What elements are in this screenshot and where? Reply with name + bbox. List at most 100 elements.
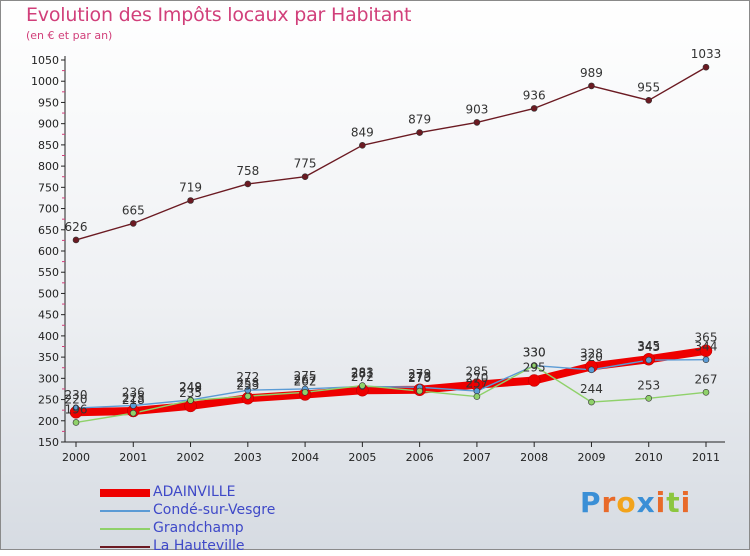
- x-tick-label: 2008: [520, 451, 548, 464]
- y-tick-label: 1050: [31, 54, 59, 67]
- logo-letter: i: [655, 486, 667, 519]
- data-point: [645, 356, 653, 364]
- data-label: 281: [351, 366, 374, 380]
- data-point: [244, 392, 252, 400]
- data-label: 236: [122, 385, 145, 399]
- data-point: [473, 119, 481, 126]
- data-point: [702, 63, 710, 71]
- y-tick-label: 700: [38, 203, 59, 216]
- data-point: [588, 82, 595, 90]
- data-label: 267: [695, 372, 718, 386]
- data-label: 218: [122, 393, 145, 407]
- data-label: 249: [179, 380, 202, 394]
- data-label: 272: [236, 370, 259, 384]
- logo-letter: t: [666, 486, 681, 519]
- y-tick-label: 400: [38, 330, 59, 343]
- data-label: 258: [236, 376, 259, 390]
- data-point: [129, 402, 137, 409]
- data-point: [244, 180, 252, 188]
- data-label: 235: [179, 386, 202, 400]
- data-label: 344: [695, 340, 718, 354]
- data-point: [530, 105, 538, 112]
- x-tick-label: 2005: [348, 451, 376, 464]
- data-point: [301, 389, 309, 396]
- x-tick-label: 2007: [463, 451, 491, 464]
- data-label: 272: [351, 370, 374, 384]
- data-label: 248: [179, 380, 202, 394]
- x-tick-label: 2002: [177, 451, 205, 464]
- data-label: 196: [65, 402, 88, 416]
- x-tick-label: 2000: [62, 451, 90, 464]
- legend-swatch: [100, 510, 150, 512]
- data-label: 220: [65, 392, 88, 406]
- y-tick-label: 350: [38, 351, 59, 364]
- data-point: [530, 362, 538, 369]
- data-point: [129, 220, 137, 227]
- data-label: 955: [637, 80, 660, 94]
- legend-label: La Hauteville: [153, 538, 245, 554]
- proxiti-logo: Proxiti: [580, 486, 691, 519]
- x-tick-label: 2009: [577, 451, 605, 464]
- y-tick-label: 150: [38, 436, 59, 449]
- legend-swatch: [100, 546, 150, 548]
- data-label: 365: [695, 331, 718, 345]
- legend-swatch: [100, 489, 150, 497]
- y-tick-label: 450: [38, 309, 59, 322]
- data-label: 320: [580, 350, 603, 364]
- legend-item: Condé-sur-Vesgre: [100, 502, 320, 520]
- y-tick-label: 1000: [31, 75, 59, 88]
- data-point: [527, 374, 541, 387]
- data-point: [72, 404, 80, 412]
- data-point: [301, 173, 309, 181]
- data-point: [416, 387, 423, 395]
- data-label: 253: [637, 378, 660, 392]
- data-label: 626: [65, 220, 88, 234]
- data-label: 903: [465, 102, 488, 116]
- logo-letter: o: [616, 486, 637, 519]
- data-label: 283: [351, 366, 374, 380]
- data-label: 1033: [691, 47, 722, 61]
- data-label: 330: [523, 346, 546, 360]
- y-tick-label: 850: [38, 139, 59, 152]
- data-point: [72, 419, 80, 426]
- legend-label: ADAINVILLE: [153, 484, 236, 500]
- data-label: 719: [179, 180, 202, 194]
- data-label: 223: [122, 391, 145, 405]
- legend: ADAINVILLE Condé-sur-Vesgre Grandchamp La H…: [100, 484, 320, 556]
- y-tick-label: 600: [38, 245, 59, 258]
- data-point: [702, 389, 710, 396]
- series-line-Grandchamp: [75, 364, 707, 424]
- data-point: [416, 129, 423, 136]
- data-point: [187, 197, 194, 204]
- data-point: [72, 236, 80, 244]
- logo-letter: P: [580, 486, 602, 519]
- data-label: 849: [351, 125, 374, 139]
- data-label: 270: [465, 371, 488, 385]
- legend-swatch: [100, 528, 150, 530]
- x-tick-label: 2011: [692, 451, 720, 464]
- legend-label: Grandchamp: [153, 520, 244, 536]
- y-tick-label: 200: [38, 415, 59, 428]
- legend-item: La Hauteville: [100, 538, 320, 556]
- data-label: 285: [465, 365, 488, 379]
- data-label: 345: [637, 339, 660, 353]
- data-label: 257: [465, 377, 488, 391]
- data-label: 758: [236, 164, 259, 178]
- data-label: 273: [408, 370, 431, 384]
- data-label: 267: [294, 372, 317, 386]
- data-point: [702, 356, 710, 363]
- data-label: 330: [523, 346, 546, 360]
- data-point: [473, 393, 481, 400]
- y-tick-label: 550: [38, 266, 59, 279]
- legend-item: ADAINVILLE: [100, 484, 320, 502]
- series-line-La Hauteville: [75, 66, 707, 241]
- data-point: [359, 382, 366, 389]
- x-tick-label: 2004: [291, 451, 319, 464]
- y-tick-label: 500: [38, 287, 59, 300]
- data-point: [359, 142, 366, 149]
- logo-letter: i: [680, 486, 692, 519]
- series-line-Condé-sur-Vesgre: [75, 358, 707, 409]
- legend-label: Condé-sur-Vesgre: [153, 502, 276, 518]
- logo-letter: r: [601, 486, 617, 519]
- data-point: [187, 397, 194, 404]
